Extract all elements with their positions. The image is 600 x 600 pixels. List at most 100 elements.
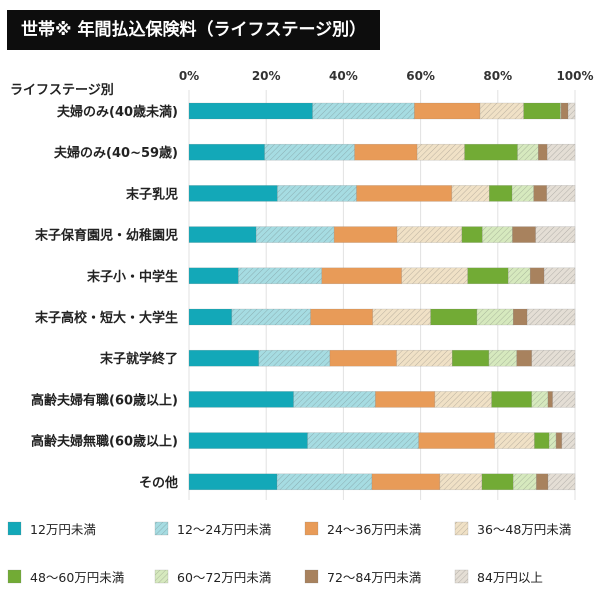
bar-segment (276, 473, 373, 491)
bar-segment (461, 226, 483, 243)
bar-segment (293, 391, 376, 408)
bar-segment (414, 102, 481, 120)
legend-label: 24～36万円未満 (327, 522, 421, 537)
bar-segment (482, 226, 513, 243)
x-tick-label: 100% (556, 69, 593, 83)
bar-segment (516, 349, 533, 367)
bar-segment (529, 267, 545, 285)
bar-segment (356, 185, 453, 202)
bar-segment (372, 308, 431, 326)
category-label: 夫婦のみ(40歳未満) (57, 104, 178, 120)
legend-swatch (304, 569, 319, 584)
bar-segment (512, 308, 528, 326)
bar-segment (488, 349, 517, 367)
bar-segment (536, 473, 549, 491)
bar-segment (188, 143, 265, 161)
bar-segment (452, 349, 490, 367)
bar-segment (451, 185, 490, 202)
bar-segment (231, 308, 311, 326)
bar-segment (396, 226, 463, 243)
bar-segment (491, 391, 533, 408)
bar-segment (512, 226, 536, 243)
category-label: その他 (139, 475, 178, 491)
bar-segment (535, 226, 576, 243)
bar-segment (375, 391, 436, 408)
bar-segment (264, 143, 355, 161)
legend-swatch (454, 521, 469, 536)
legend-label: 12～24万円未満 (177, 522, 271, 537)
bar-segment (310, 308, 373, 326)
bar-segment (526, 308, 576, 326)
bar-segment (307, 432, 419, 449)
category-label: 夫婦のみ(40~59歳) (54, 145, 178, 161)
bar-segment (255, 226, 335, 243)
bar-segment (481, 473, 514, 491)
bar-segment (538, 143, 548, 161)
bar-segment (188, 391, 294, 408)
bar-segment (418, 432, 495, 449)
bar-segment (416, 143, 465, 161)
legend-label: 12万円未満 (30, 522, 96, 537)
bar-segment (534, 432, 550, 449)
bar-segment (354, 143, 418, 161)
bar-segment (188, 185, 278, 202)
legend-swatch (7, 569, 22, 584)
bar-segment (511, 185, 534, 202)
bar-segment (277, 185, 357, 202)
legend-swatch (154, 521, 169, 536)
legend-swatch (304, 521, 319, 536)
category-label: 高齢夫婦無職(60歳以上) (31, 434, 178, 450)
bar-segment (258, 349, 331, 367)
bar-segment (188, 102, 313, 120)
bar-segment (489, 185, 513, 202)
bar-segment (531, 349, 576, 367)
category-label: 末子高校・短大・大学生 (34, 310, 178, 326)
bar-segment (401, 267, 468, 285)
bar-segment (430, 308, 478, 326)
category-label: 末子就学終了 (99, 351, 178, 367)
legend-swatch (154, 569, 169, 584)
legend-swatch (7, 521, 22, 536)
legend-label: 36～48万円未満 (477, 522, 571, 537)
legend-swatch (454, 569, 469, 584)
bar-segment (560, 102, 569, 120)
y-axis-label: ライフステージ別 (10, 83, 114, 98)
x-tick-label: 60% (406, 69, 435, 83)
bar-segment (396, 349, 453, 367)
bar-segment (517, 143, 539, 161)
bar-segment (188, 349, 260, 367)
x-tick-label: 0% (179, 69, 199, 83)
bar-segment (548, 432, 557, 449)
legend-label: 84万円以上 (477, 570, 543, 585)
bar-segment (479, 102, 524, 120)
bar-segment (439, 473, 483, 491)
bar-segment (333, 226, 398, 243)
category-label: 末子乳児 (125, 186, 178, 202)
bar-segment (329, 349, 397, 367)
chart-title: 世帯※ 年間払込保険料（ライフステージ別） (7, 10, 381, 50)
bar-segment (567, 102, 576, 120)
x-tick-label: 20% (252, 69, 281, 83)
bar-segment (188, 226, 257, 243)
bar-segment (476, 308, 514, 326)
bar-segment (561, 432, 576, 449)
bar-segment (321, 267, 402, 285)
bar-segment (546, 185, 576, 202)
bar-segment (547, 473, 576, 491)
bar-segment (434, 391, 492, 408)
bar-segment (560, 102, 562, 120)
bar-segment (464, 143, 518, 161)
bar-segment (543, 267, 576, 285)
category-label: 末子保育園児・幼稚園児 (34, 228, 178, 244)
legend-label: 60～72万円未満 (177, 570, 271, 585)
bar-segment (523, 102, 561, 120)
x-tick-label: 80% (483, 69, 512, 83)
legend-label: 72～84万円未満 (327, 570, 421, 585)
bar-segment (494, 432, 535, 449)
bar-segment (531, 391, 549, 408)
bar-segment (546, 143, 576, 161)
bar-segment (507, 267, 531, 285)
bar-segment (533, 185, 548, 202)
bar-segment (555, 432, 563, 449)
